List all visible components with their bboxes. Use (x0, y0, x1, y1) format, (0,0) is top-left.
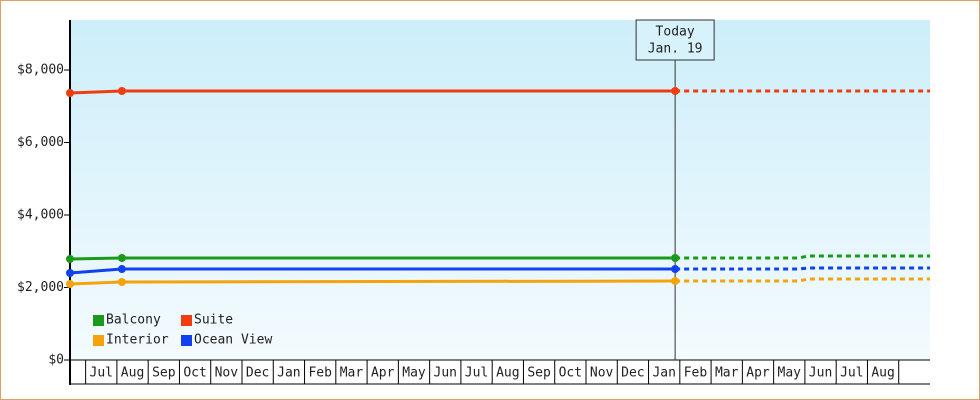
data-point (671, 265, 680, 274)
data-point (66, 279, 74, 288)
data-point (66, 89, 74, 98)
data-point (117, 265, 126, 274)
data-point (66, 255, 74, 264)
legend-label: Suite (194, 313, 233, 328)
annotation-text: Today (656, 25, 695, 40)
x-tick-label: Nov (590, 366, 614, 381)
legend-swatch (181, 335, 192, 346)
y-tick-label: $4,000 (17, 208, 64, 223)
x-tick-label: Jun (434, 366, 457, 381)
x-tick-label: Oct (183, 366, 206, 381)
x-tick-label: Jul (840, 366, 863, 381)
x-tick-label: Sep (527, 366, 551, 381)
series-line (69, 256, 676, 261)
x-tick-label: Jan (277, 366, 300, 381)
x-tick-label: Jul (465, 366, 488, 381)
data-point (117, 277, 126, 286)
annotation-text: Jan. 19 (648, 42, 703, 57)
legend-label: Ocean View (194, 333, 272, 348)
y-tick-label: $6,000 (17, 135, 64, 150)
legend-swatch (93, 335, 104, 346)
data-point (671, 254, 680, 262)
x-tick-label: Aug (496, 366, 519, 381)
x-tick-label: Feb (308, 366, 332, 381)
annotation-box (635, 19, 715, 61)
x-tick-label: Mar (715, 366, 739, 381)
x-tick-label: Oct (559, 366, 582, 381)
y-tick-label: $0 (48, 353, 64, 368)
x-tick-label: Apr (371, 366, 395, 381)
forecast-line (675, 277, 930, 283)
forecast-line (675, 266, 930, 271)
x-tick-label: Jan (652, 366, 675, 381)
plot-area (70, 20, 930, 360)
legend-swatch (181, 315, 192, 326)
legend-swatch (93, 315, 104, 326)
x-tick-label: Dec (621, 366, 644, 381)
legend-label: Interior (106, 333, 169, 348)
x-tick-label: May (402, 366, 426, 381)
data-point (671, 277, 680, 286)
x-tick-label: Jun (809, 366, 832, 381)
legend-label: Balcony (106, 313, 161, 328)
x-tick-label: May (778, 366, 802, 381)
x-tick-label: Jul (90, 366, 113, 381)
x-tick-label: Aug (871, 366, 894, 381)
forecast-line (675, 254, 930, 260)
x-tick-label: Dec (246, 366, 269, 381)
x-tick-label: Apr (746, 366, 770, 381)
y-tick-label: $8,000 (17, 63, 64, 78)
data-point (671, 87, 680, 96)
data-point (66, 269, 74, 278)
x-tick-label: Feb (684, 366, 708, 381)
y-tick-label: $2,000 (17, 280, 64, 295)
data-point (117, 254, 126, 262)
x-tick-label: Aug (121, 366, 144, 381)
x-tick-label: Sep (152, 366, 176, 381)
data-point (117, 87, 126, 96)
x-tick-label: Nov (215, 366, 239, 381)
x-tick-label: Mar (340, 366, 364, 381)
